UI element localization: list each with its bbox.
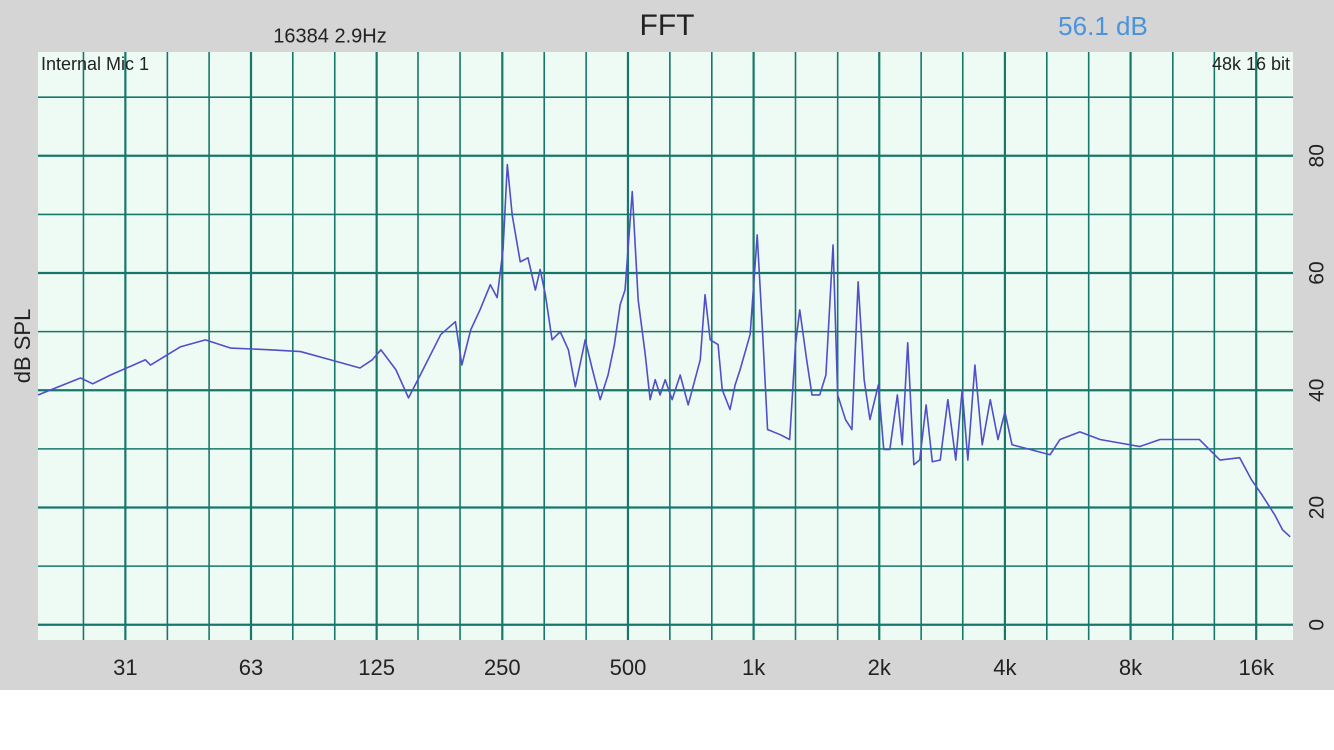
level-readout: 56.1 dB [1058,11,1148,41]
x-tick-label: 2k [868,655,892,680]
spectrum-line [37,163,1291,538]
x-tick-label: 8k [1119,655,1143,680]
x-tick-label: 4k [993,655,1017,680]
fft-info: 16384 2.9Hz [273,25,386,47]
input-label: Internal Mic 1 [41,54,149,74]
chart-title: FFT [640,9,695,42]
y-tick-label: 40 [1306,379,1329,402]
y-axis-label: dB SPL [10,309,35,384]
y-tick-label: 60 [1306,261,1329,284]
x-tick-label: 250 [484,655,521,680]
x-tick-label: 63 [239,655,263,680]
x-tick-label: 31 [113,655,137,680]
marks [37,163,1291,538]
x-tick-label: 500 [610,655,647,680]
y-tick-label: 20 [1306,496,1329,519]
plot-area [38,52,1293,640]
format-label: 48k 16 bit [1212,54,1290,74]
x-tick-label: 16k [1238,655,1274,680]
grid [38,52,1293,640]
y-tick-label: 0 [1306,619,1329,631]
x-tick-label: 125 [358,655,395,680]
y-tick-label: 80 [1306,144,1329,167]
x-tick-label: 1k [742,655,766,680]
